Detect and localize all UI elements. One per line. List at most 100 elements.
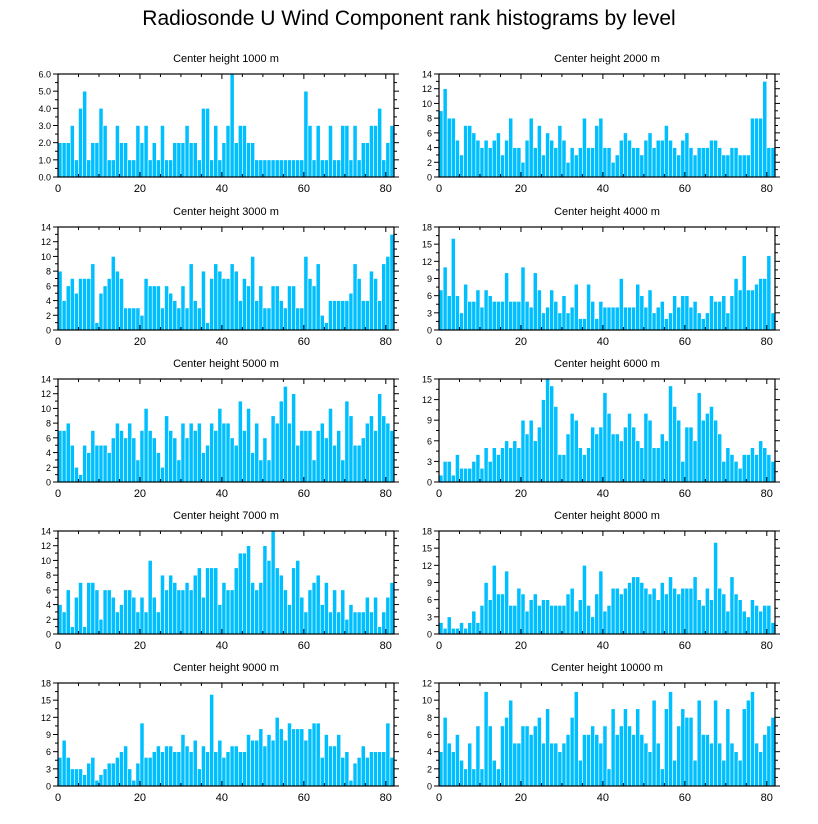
bar — [143, 125, 149, 178]
bar — [168, 292, 174, 331]
bar — [750, 691, 755, 787]
bar — [487, 147, 493, 178]
bar — [635, 576, 641, 635]
bar — [696, 699, 702, 787]
bar — [373, 125, 378, 178]
x-tick-label: 20 — [134, 488, 146, 500]
y-tick-label: 4.0 — [38, 104, 51, 114]
bar — [467, 622, 473, 635]
bar — [168, 574, 174, 635]
bar — [676, 725, 682, 787]
bar — [106, 278, 112, 331]
bar — [229, 73, 235, 178]
bar — [455, 627, 460, 635]
bar — [733, 147, 739, 178]
bar — [192, 739, 198, 787]
bar — [299, 596, 305, 635]
bar — [315, 574, 321, 635]
bar — [479, 306, 485, 331]
bar — [237, 400, 243, 483]
bar — [160, 574, 165, 635]
bar — [750, 289, 755, 331]
bar — [373, 430, 378, 483]
bar — [463, 467, 468, 483]
bar — [520, 266, 526, 331]
bar — [377, 751, 383, 787]
bar — [229, 745, 235, 787]
y-tick-label: 9 — [427, 416, 432, 426]
bar — [69, 278, 75, 331]
bar — [365, 596, 370, 635]
bar — [746, 454, 751, 483]
bar — [237, 125, 243, 178]
y-tick-label: 10 — [422, 696, 432, 706]
bar — [590, 616, 596, 635]
bar — [754, 605, 759, 635]
x-tick-label: 60 — [679, 640, 691, 652]
bar — [283, 159, 288, 178]
bar — [266, 159, 272, 178]
bar — [598, 301, 604, 331]
y-tick-label: 3 — [427, 457, 432, 467]
bar — [78, 474, 83, 483]
bar — [209, 422, 215, 483]
bar — [160, 125, 165, 178]
bar — [242, 278, 247, 331]
bar — [266, 560, 272, 635]
bar — [692, 440, 698, 483]
bar — [528, 419, 534, 483]
x-tick-label: 20 — [515, 488, 527, 500]
bar — [160, 751, 165, 787]
bar — [471, 768, 477, 787]
x-tick-label: 60 — [679, 488, 691, 500]
bar — [119, 751, 124, 787]
bar — [102, 589, 108, 635]
bar — [86, 278, 92, 331]
bar — [319, 604, 325, 635]
bar — [299, 728, 305, 787]
bar — [348, 292, 354, 331]
bar — [668, 576, 673, 635]
bar — [250, 582, 255, 635]
bar — [176, 307, 182, 331]
bar — [561, 139, 567, 178]
bar — [176, 589, 182, 635]
bar — [659, 433, 665, 483]
bar — [188, 263, 194, 331]
bar — [365, 300, 370, 331]
bar — [324, 159, 329, 178]
bar — [524, 301, 530, 331]
bar — [733, 461, 739, 483]
bar — [369, 611, 374, 635]
bar — [537, 426, 542, 483]
bar — [627, 139, 632, 178]
bar — [602, 147, 608, 178]
x-tick-label: 80 — [380, 640, 392, 652]
bar — [307, 728, 313, 787]
bar — [713, 542, 718, 635]
y-tick-label: 6 — [46, 747, 51, 757]
bar — [508, 117, 514, 178]
bar — [115, 757, 120, 787]
bar — [520, 725, 526, 787]
bar — [180, 285, 186, 331]
x-tick-label: 20 — [134, 183, 146, 195]
bar — [94, 142, 100, 178]
bar — [254, 589, 260, 635]
bar — [217, 408, 223, 483]
bar — [270, 530, 276, 635]
bar — [532, 593, 538, 635]
y-tick-label: 0 — [46, 326, 51, 336]
bar — [381, 415, 387, 483]
bar — [135, 611, 141, 635]
bar — [631, 576, 636, 635]
bar — [545, 708, 550, 787]
bar — [631, 306, 636, 331]
bar — [352, 611, 358, 635]
bar — [69, 125, 75, 178]
bar — [729, 742, 735, 787]
bar — [332, 589, 337, 635]
bar — [209, 694, 215, 787]
bar — [446, 295, 452, 331]
bar — [283, 589, 288, 635]
